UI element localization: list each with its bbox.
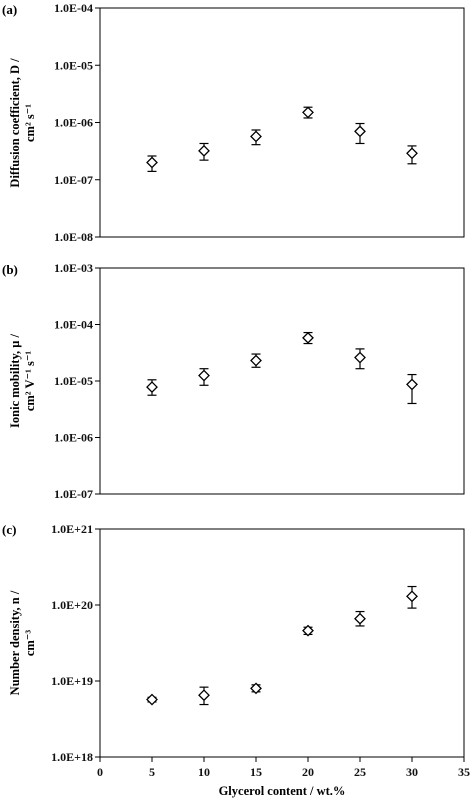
data-point-marker [302,624,314,637]
panel-c-ylabel: Number density, n / cm⁻³ [8,590,37,695]
y-tick-label: 1.0E-03 [54,261,93,275]
panel-c-plot-frame [99,528,465,758]
data-point-marker [302,106,314,119]
data-point-marker [146,693,158,706]
x-tick-label: 30 [406,765,418,779]
data-point-marker [406,590,418,603]
panel-a: (a) Diffusion coefficient, D / cm² s⁻¹ 1… [2,1,465,244]
panel-a-yticks: 1.0E-08 1.0E-07 1.0E-06 1.0E-05 1.0E-04 [54,1,100,244]
y-tick-label: 1.0E+19 [51,674,93,688]
y-tick-label: 1.0E+21 [51,522,93,536]
panel-a-label: (a) [2,2,17,17]
x-tick-label: 35 [458,765,470,779]
y-tick-label: 1.0E-05 [54,374,93,388]
x-tick-label: 20 [302,765,314,779]
panel-c-label: (c) [2,522,16,537]
panel-c-ylabel-line2: cm⁻³ [23,630,37,657]
panel-a-ylabel-line1: Diffusion coefficient, D / [8,58,22,188]
data-point-marker [198,369,210,382]
data-point-marker [250,682,262,695]
x-tick-label: 5 [149,765,155,779]
data-point-marker [250,130,262,143]
panel-b-ylabel: Ionic mobility, μ / cm² V⁻¹ s⁻¹ [8,334,37,428]
y-tick-label: 1.0E-08 [54,230,93,244]
panel-c-markers [146,585,418,706]
panel-c: (c) Number density, n / cm⁻³ 1.0E+181.0E… [2,522,470,798]
panel-a-markers [146,106,418,172]
panel-b-ylabel-line2: cm² V⁻¹ s⁻¹ [23,351,37,412]
data-point-marker [146,156,158,169]
panel-a-ylabel-line2: cm² s⁻¹ [23,104,37,142]
data-point-marker [146,381,158,394]
error-bar [355,348,365,370]
data-point-marker [406,378,418,391]
y-tick-label: 1.0E-07 [54,173,93,187]
x-axis-title: Glycerol content / wt.% [219,784,346,798]
panel-a-ylabel: Diffusion coefficient, D / cm² s⁻¹ [8,58,37,188]
y-tick-label: 1.0E-04 [54,1,93,15]
data-point-marker [354,612,366,625]
panel-b: (b) Ionic mobility, μ / cm² V⁻¹ s⁻¹ 1.0E… [2,261,465,501]
data-point-marker [302,331,314,344]
x-tick-label: 15 [250,765,262,779]
data-point-marker [250,354,262,367]
panel-c-yticks: 1.0E+18 1.0E+19 1.0E+20 1.0E+21 [51,522,100,764]
x-tick-label: 0 [97,765,103,779]
panel-c-xticks: 0 5 10 15 20 25 30 35 [97,757,470,779]
y-tick-label: 1.0E+20 [51,598,93,612]
panel-c-ylabel-line1: Number density, n / [8,590,22,695]
panel-b-plot-frame [99,267,465,495]
x-tick-label: 10 [198,765,210,779]
data-point-marker [354,351,366,364]
y-tick-label: 1.0E+18 [51,750,93,764]
panel-b-markers [146,331,418,405]
error-bar [407,373,417,405]
y-tick-label: 1.0E-05 [54,58,93,72]
y-tick-label: 1.0E-06 [54,431,93,445]
x-tick-label: 25 [354,765,366,779]
panel-b-ylabel-line1: Ionic mobility, μ / [8,334,22,428]
y-tick-label: 1.0E-06 [54,116,93,130]
panel-b-yticks: 1.0E-07 1.0E-06 1.0E-05 1.0E-04 1.0E-03 [54,261,100,501]
data-point-marker [198,144,210,157]
panel-b-label: (b) [2,262,18,277]
data-point-marker [198,689,210,702]
data-point-marker [354,125,366,138]
y-tick-label: 1.0E-07 [54,487,93,501]
panel-a-plot-frame [99,7,465,238]
y-tick-label: 1.0E-04 [54,318,93,332]
data-point-marker [406,147,418,160]
